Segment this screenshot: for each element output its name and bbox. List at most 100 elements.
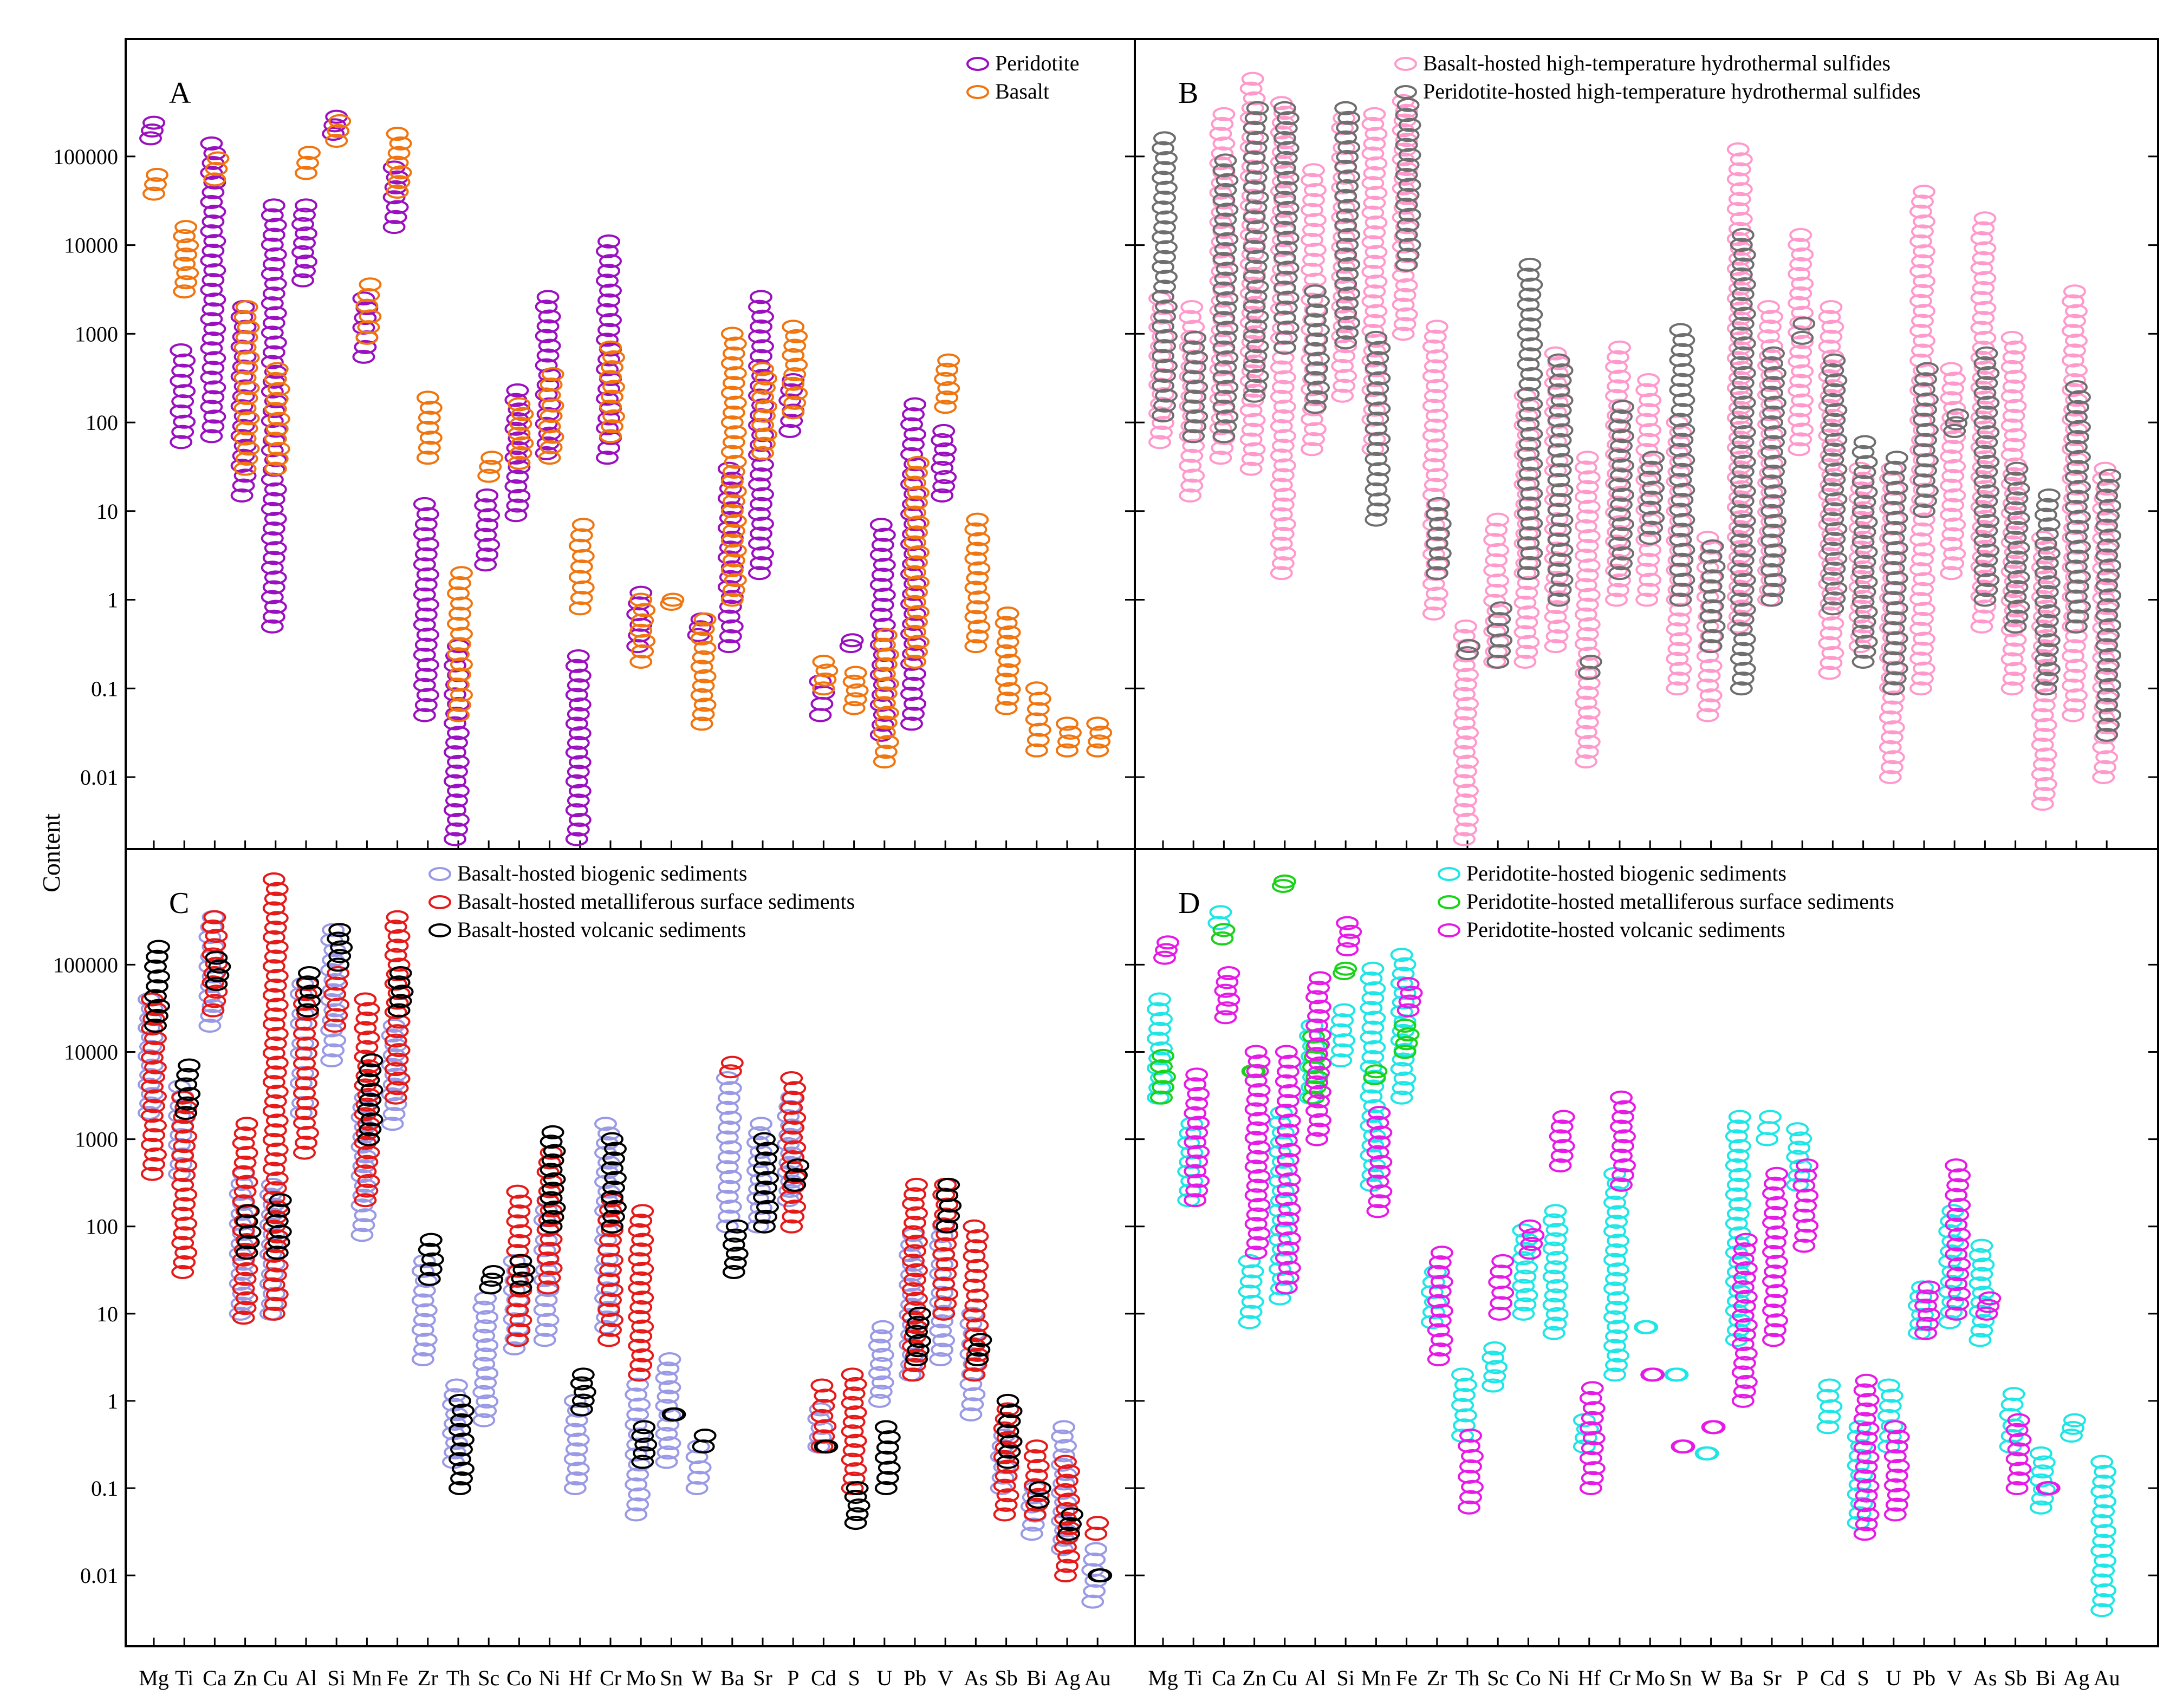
data-point	[1977, 543, 2000, 558]
data-point	[1451, 1367, 1474, 1382]
data-point	[1248, 1140, 1271, 1155]
data-point	[1760, 592, 1783, 607]
data-point	[144, 959, 167, 974]
data-point	[1155, 358, 1178, 373]
legend-marker	[966, 57, 989, 71]
data-point	[327, 931, 350, 946]
data-point	[1275, 270, 1298, 285]
data-point	[413, 1313, 436, 1327]
data-point	[601, 1313, 623, 1327]
data-point	[1612, 1139, 1634, 1153]
data-point	[602, 1209, 625, 1224]
data-point	[387, 975, 411, 990]
data-point	[265, 1142, 289, 1157]
data-point	[386, 938, 409, 953]
data-point	[1427, 526, 1450, 541]
data-point	[2000, 330, 2024, 345]
data-point	[1305, 390, 1328, 405]
data-point	[1243, 121, 1266, 135]
data-point	[414, 1303, 438, 1318]
data-point	[1307, 1037, 1330, 1052]
data-point	[1425, 507, 1448, 521]
data-point	[474, 557, 497, 572]
data-point	[1550, 363, 1574, 378]
data-point	[724, 513, 747, 528]
data-point	[1331, 358, 1354, 373]
data-point	[1824, 433, 1848, 447]
data-point	[932, 1276, 956, 1291]
data-point	[1301, 233, 1323, 247]
data-point	[1913, 602, 1935, 616]
data-point	[1882, 621, 1905, 636]
legend-marker	[1438, 895, 1460, 909]
data-point	[725, 1247, 749, 1261]
data-point	[2065, 334, 2088, 348]
data-point	[1853, 465, 1876, 479]
data-point	[411, 1322, 434, 1337]
data-point	[1940, 1244, 1963, 1259]
data-point	[1612, 517, 1634, 531]
data-point	[753, 1190, 776, 1205]
data-point	[1733, 307, 1756, 321]
data-point	[359, 1092, 382, 1107]
data-point	[934, 470, 957, 484]
data-point	[1522, 1228, 1545, 1242]
data-point	[722, 1264, 745, 1279]
data-point	[1610, 527, 1633, 542]
data-point	[262, 1306, 285, 1321]
data-point	[2062, 383, 2084, 397]
x-tick-label: Pb	[904, 1666, 926, 1690]
data-point	[847, 1498, 870, 1513]
data-point	[1395, 167, 1418, 182]
data-point	[1360, 971, 1383, 986]
data-point	[1333, 379, 1356, 393]
data-point	[1916, 453, 1939, 468]
data-point	[1217, 992, 1240, 1007]
data-point	[1733, 1270, 1756, 1285]
data-point	[142, 1041, 165, 1055]
data-point	[2063, 1413, 2086, 1427]
data-point	[1911, 641, 1934, 656]
x-tick-label: Si	[328, 1666, 346, 1690]
data-point	[450, 688, 473, 702]
data-point	[480, 1273, 504, 1287]
data-point	[720, 445, 744, 459]
data-point	[1549, 493, 1572, 507]
data-point	[538, 1212, 561, 1227]
data-point	[1243, 91, 1266, 106]
data-point	[1913, 185, 1935, 199]
data-point	[1305, 1104, 1328, 1118]
data-point	[1672, 543, 1695, 557]
data-point	[809, 708, 832, 722]
data-point	[1513, 625, 1537, 640]
data-point	[1731, 435, 1755, 449]
data-point	[262, 345, 285, 360]
data-point	[264, 402, 287, 416]
data-point	[1485, 614, 1508, 629]
data-point	[262, 1075, 285, 1090]
data-point	[717, 579, 740, 594]
data-point	[171, 1177, 194, 1192]
x-tick-label: Zn	[233, 1666, 257, 1690]
data-point	[1547, 592, 1570, 607]
data-point	[1605, 1358, 1628, 1372]
data-point	[1056, 1474, 1078, 1488]
data-point	[202, 361, 225, 375]
data-point	[1241, 1294, 1264, 1309]
data-point	[1642, 1367, 1665, 1382]
data-point	[508, 488, 531, 503]
data-point	[235, 1214, 258, 1229]
data-point	[264, 1297, 287, 1312]
x-tick-label: Au	[1084, 1666, 1111, 1690]
x-tick-label: Ti	[175, 1666, 193, 1690]
data-point	[1363, 255, 1386, 269]
data-point	[1733, 602, 1756, 617]
data-point	[1887, 1430, 1910, 1444]
data-point	[720, 504, 744, 518]
data-point	[1582, 1401, 1606, 1416]
data-point	[265, 1214, 289, 1229]
data-point	[995, 1469, 1018, 1483]
data-point	[509, 446, 532, 460]
data-point	[626, 1407, 649, 1422]
data-point	[1637, 552, 1660, 567]
